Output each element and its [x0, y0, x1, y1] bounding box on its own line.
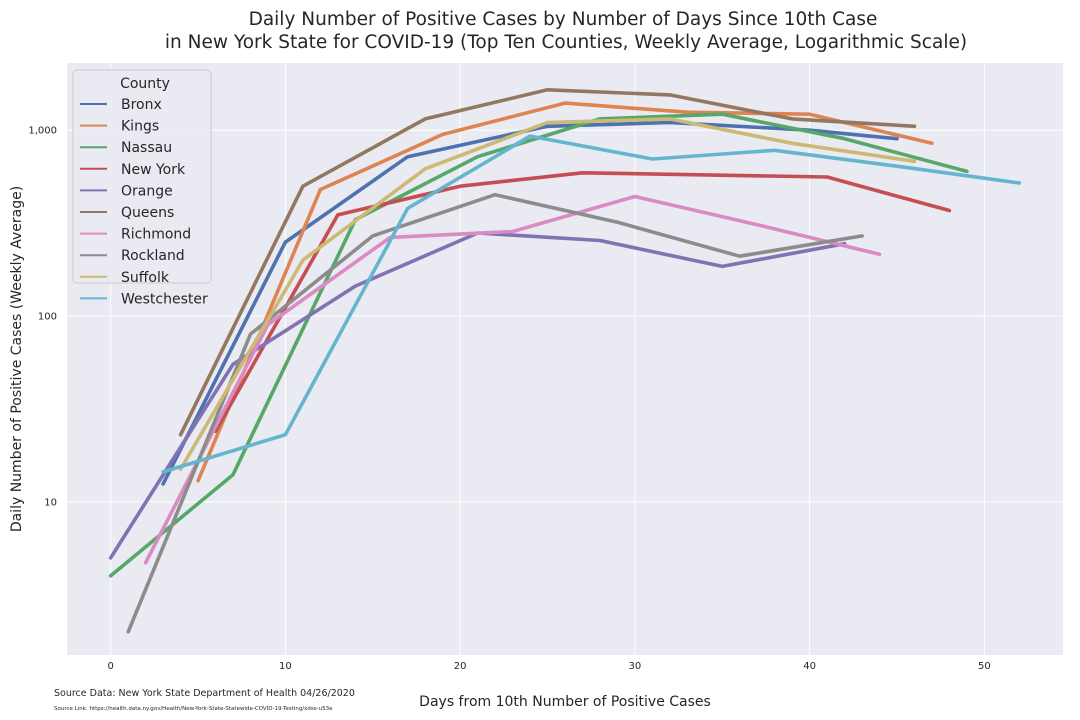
x-tick-label: 0 [107, 661, 113, 672]
series-line-richmond [143, 194, 882, 565]
series-lines [108, 88, 1022, 634]
legend-title: County [120, 76, 170, 92]
grid [67, 63, 1063, 655]
x-tick-label: 50 [978, 661, 991, 672]
tick-labels: 0 10 20 30 40 50 10 100 1,000 [28, 126, 990, 672]
series-line-kings [196, 101, 934, 483]
chart-title-line-1: Daily Number of Positive Cases by Number… [249, 9, 878, 30]
legend-label-bronx: Bronx [121, 97, 162, 113]
legend-label-suffolk: Suffolk [121, 270, 170, 286]
legend-label-kings: Kings [121, 119, 159, 135]
plot-area [67, 63, 1063, 655]
legend-label-nassau: Nassau [121, 140, 172, 156]
y-tick-label: 1,000 [28, 126, 57, 137]
legend-label-richmond: Richmond [121, 227, 191, 243]
legend-label-rockland: Rockland [121, 248, 185, 264]
source-data-note: Source Data: New York State Department o… [54, 688, 355, 699]
legend-label-new-york: New York [121, 162, 186, 178]
legend-label-orange: Orange [121, 183, 173, 199]
x-tick-label: 20 [454, 661, 467, 672]
y-tick-label: 100 [38, 312, 57, 323]
y-tick-label: 10 [44, 497, 57, 508]
legend-label-queens: Queens [121, 205, 174, 221]
series-line-rockland [126, 192, 864, 634]
series-line-queens [178, 88, 917, 437]
legend-items: Bronx Kings Nassau New York Orange Queens Rich… [80, 97, 208, 307]
chart-title-line-2: in New York State for COVID-19 (Top Ten … [165, 32, 967, 53]
x-tick-label: 40 [803, 661, 816, 672]
series-line-westchester [161, 134, 1022, 474]
x-tick-label: 10 [279, 661, 292, 672]
x-tick-label: 30 [629, 661, 642, 672]
y-axis-label: Daily Number of Positive Cases (Weekly A… [9, 186, 25, 532]
series-line-suffolk [178, 117, 917, 472]
x-axis-label: Days from 10th Number of Positive Cases [419, 694, 711, 710]
legend: County Bronx Kings Nassau New York Orange Que… [72, 69, 212, 307]
legend-box [72, 69, 212, 284]
source-link-note: Source Link: https://health.data.ny.gov/… [54, 706, 333, 712]
legend-label-westchester: Westchester [121, 291, 208, 307]
